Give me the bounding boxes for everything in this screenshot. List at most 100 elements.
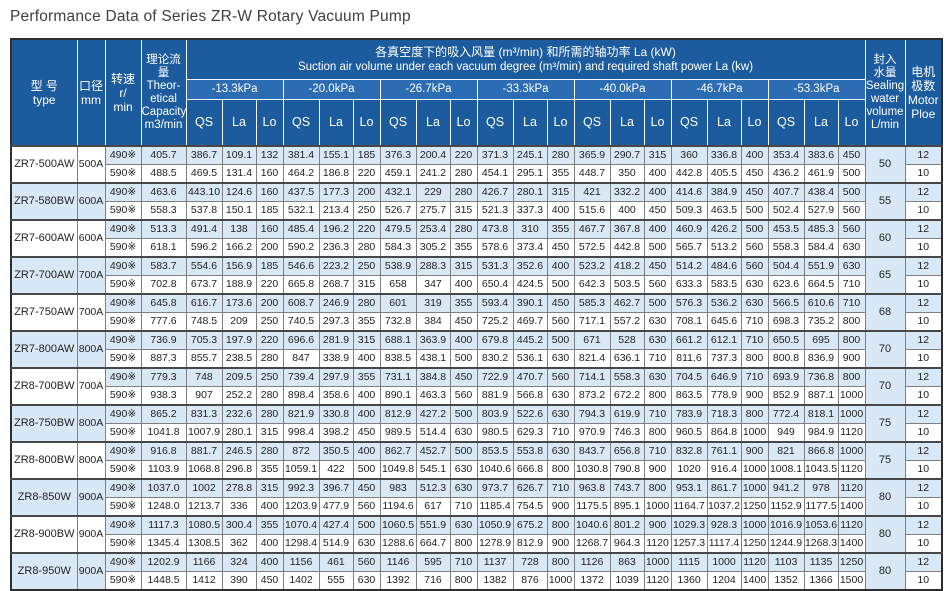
capacity-cell: 1202.9 (140, 552, 187, 572)
value-cell: 1060.5 (379, 515, 417, 535)
value-cell: 526.7 (379, 201, 417, 221)
value-cell: 560 (352, 497, 381, 517)
value-cell: 400 (352, 404, 381, 424)
value-cell: 746.3 (609, 423, 645, 443)
value-cell: 213.4 (318, 201, 354, 221)
value-cell: 710 (643, 441, 672, 461)
value-cell: 800 (837, 330, 866, 350)
pressure-header: -13.3kPa (185, 78, 284, 100)
value-cell: 872 (282, 441, 320, 461)
subcol-header-lo: Lo (740, 98, 769, 147)
value-cell: 578.6 (476, 238, 514, 258)
table-row: ZR8-850W 900A 490※ 1037.0 1002 278.8 315 992.3 3… (10, 478, 943, 517)
pump-type-cell: ZR7-500AW (10, 145, 78, 184)
value-cell: 710 (643, 349, 672, 369)
value-cell: 960.5 (670, 423, 708, 443)
table-row: ZR8-800BW 800A 490※ 916.8 881.7 246.5 280 872 35… (10, 441, 943, 480)
value-cell: 418.2 (609, 256, 645, 276)
value-cell: 436.2 (767, 164, 805, 184)
value-cell: 553.8 (512, 441, 548, 461)
value-cell: 500 (740, 219, 769, 239)
col-header-sealing-water: 封入 水量 Sealing water volume L/min (864, 38, 906, 147)
capacity-cell: 1037.0 (140, 478, 187, 498)
value-cell: 698.3 (767, 312, 805, 332)
sealing-water-cell: 80 (864, 515, 906, 554)
value-cell: 704.5 (670, 367, 708, 387)
speed-cell: 590※ (104, 312, 142, 332)
speed-cell: 490※ (104, 367, 142, 387)
value-cell: 735.2 (803, 312, 839, 332)
value-cell: 907 (185, 386, 223, 406)
value-cell: 725.2 (476, 312, 514, 332)
value-cell: 1050.9 (476, 515, 514, 535)
value-cell: 812.9 (379, 404, 417, 424)
subcol-header-la: La (318, 98, 354, 147)
value-cell: 1250 (740, 497, 769, 517)
value-cell: 900 (740, 386, 769, 406)
value-cell: 560 (449, 386, 478, 406)
value-cell: 288.3 (415, 256, 451, 276)
value-cell: 407.7 (767, 182, 805, 202)
table-row: 590※ 702.8 673.7 188.9 220 665.8 268.7 315 658 34… (11, 275, 943, 295)
value-cell: 352.6 (512, 256, 548, 276)
value-cell: 414.6 (670, 182, 708, 202)
value-cell: 1000 (740, 460, 769, 480)
value-cell: 1000 (643, 552, 672, 572)
value-cell: 861.7 (706, 478, 742, 498)
value-cell: 383.6 (803, 145, 839, 165)
value-cell: 1203.9 (282, 497, 320, 517)
capacity-cell: 463.6 (140, 182, 187, 202)
value-cell: 1029.3 (670, 515, 708, 535)
value-cell: 728 (512, 552, 548, 572)
pump-type-cell: ZR7-700AW (10, 256, 78, 295)
value-cell: 983 (379, 478, 417, 498)
value-cell: 427.4 (318, 515, 354, 535)
value-cell: 546.6 (282, 256, 320, 276)
motor-pole-cell: 12 (904, 441, 943, 461)
value-cell: 596.2 (185, 238, 223, 258)
capacity-cell: 779.3 (140, 367, 187, 387)
value-cell: 450 (643, 201, 672, 221)
value-cell: 400 (546, 201, 575, 221)
sealing-water-cell: 75 (864, 404, 906, 443)
motor-pole-cell: 12 (904, 330, 943, 350)
value-cell: 832.8 (670, 441, 708, 461)
subcol-header-la: La (415, 98, 451, 147)
value-cell: 467.7 (573, 219, 611, 239)
value-cell: 1288.6 (379, 534, 417, 554)
value-cell: 916.4 (706, 460, 742, 480)
value-cell: 585.3 (573, 293, 611, 313)
table-row: ZR7-750AW 700A 490※ 645.8 616.7 173.6 200 608.7… (10, 293, 943, 332)
value-cell: 626.7 (512, 478, 548, 498)
value-cell: 984.9 (803, 423, 839, 443)
value-cell: 1402 (282, 571, 320, 591)
value-cell: 843.7 (573, 441, 611, 461)
value-cell: 324 (221, 552, 257, 572)
motor-pole-cell: 10 (904, 349, 943, 369)
value-cell: 1156 (282, 552, 320, 572)
value-cell: 485.4 (282, 219, 320, 239)
value-cell: 679.8 (476, 330, 514, 350)
speed-cell: 490※ (104, 182, 142, 202)
motor-pole-cell: 12 (904, 552, 943, 572)
value-cell: 278.8 (221, 478, 257, 498)
value-cell: 900 (643, 515, 672, 535)
value-cell: 362 (221, 534, 257, 554)
pump-type-cell: ZR7-600AW (10, 219, 78, 258)
value-cell: 803.9 (476, 404, 514, 424)
subcol-header-qs: QS (282, 98, 320, 147)
value-cell: 280 (255, 386, 284, 406)
value-cell: 898.4 (282, 386, 320, 406)
motor-pole-cell: 12 (904, 515, 943, 535)
speed-cell: 490※ (104, 145, 142, 165)
value-cell: 463.3 (415, 386, 451, 406)
value-cell: 855.7 (185, 349, 223, 369)
value-cell: 748 (185, 367, 223, 387)
value-cell: 1080.5 (185, 515, 223, 535)
value-cell: 743.7 (609, 478, 645, 498)
value-cell: 450 (643, 256, 672, 276)
value-cell: 630 (837, 256, 866, 276)
value-cell: 890.1 (379, 386, 417, 406)
value-cell: 714.1 (573, 367, 611, 387)
value-cell: 881.7 (185, 441, 223, 461)
